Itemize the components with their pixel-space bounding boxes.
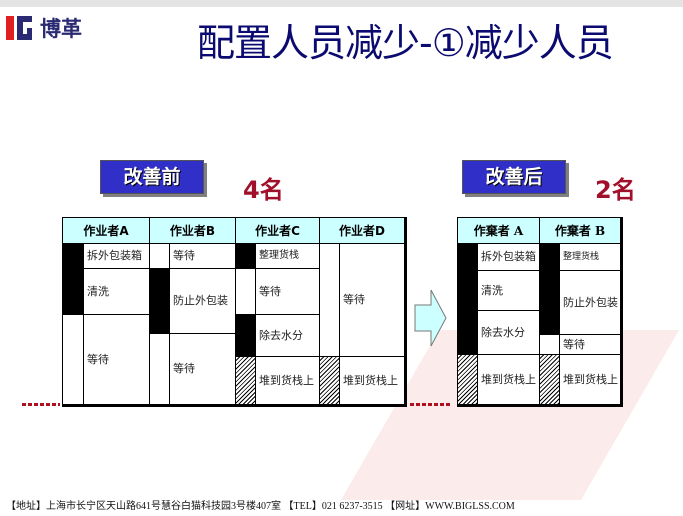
header-worker-b: 作棄者 B (540, 218, 621, 244)
header-worker-d: 作业者D (320, 218, 405, 244)
work-bar (540, 244, 560, 335)
header-worker-a: 作业者A (63, 218, 150, 244)
task-cell: 等待 (560, 335, 621, 355)
task-cell: 等待 (84, 315, 150, 405)
task-cell: 等待 (170, 244, 236, 269)
task-cell: 等待 (340, 244, 405, 357)
wait-bar (63, 315, 84, 405)
dotted-line (410, 403, 452, 406)
header-worker-c: 作业者C (236, 218, 320, 244)
after-count: 2名 (595, 176, 636, 204)
work-bar (150, 269, 170, 334)
work-bar (236, 315, 256, 357)
task-cell: 除去水分 (256, 315, 320, 357)
before-label: 改善前 (100, 160, 204, 194)
before-count: 4名 (243, 176, 284, 204)
task-cell: 等待 (256, 269, 320, 315)
work-bar (63, 244, 84, 315)
task-cell: 堆到货栈上 (560, 355, 621, 405)
header-worker-b: 作业者B (150, 218, 236, 244)
work-bar (458, 244, 478, 355)
task-cell: 堆到货栈上 (340, 357, 405, 405)
footer-contact: 【地址】上海市长宁区天山路641号慧谷白猫科技园3号楼407室 【TEL】021… (6, 501, 515, 512)
arrow-right-icon (414, 289, 447, 347)
task-cell: 整理货栈 (560, 244, 621, 271)
logo-text: 博革 (40, 17, 82, 41)
wait-bar (320, 244, 340, 357)
transport-bar (458, 355, 478, 405)
task-cell: 拆外包装箱 (478, 244, 540, 271)
task-cell: 拆外包装箱 (84, 244, 150, 269)
header-worker-a: 作棄者 A (458, 218, 540, 244)
task-cell: 除去水分 (478, 311, 540, 355)
wait-bar (236, 269, 256, 315)
wait-bar (150, 334, 170, 405)
transport-bar (236, 357, 256, 405)
logo-icon (6, 16, 32, 40)
task-cell: 堆到货栈上 (256, 357, 320, 405)
task-cell: 防止外包装 (170, 269, 236, 334)
after-table: 作棄者 A 作棄者 B 拆外包装箱 清洗 除去水分 堆到货栈上 整理货栈 防止外… (457, 217, 623, 407)
task-cell: 防止外包装 (560, 271, 621, 335)
before-table: 作业者A 作业者B 作业者C 作业者D 拆外包装箱 清洗 等待 等待 防止外包装… (62, 217, 407, 407)
task-cell: 堆到货栈上 (478, 355, 540, 405)
wait-bar (150, 244, 170, 269)
dotted-line (22, 403, 60, 406)
transport-bar (540, 355, 560, 405)
page-title: 配置人员减少-①减少人员 (197, 21, 614, 65)
top-bar (0, 0, 683, 7)
transport-bar (320, 357, 340, 405)
task-cell: 等待 (170, 334, 236, 405)
task-cell: 整理货栈 (256, 244, 320, 269)
work-bar (236, 244, 256, 269)
task-cell: 清洗 (478, 271, 540, 311)
wait-bar (540, 335, 560, 355)
after-label: 改善后 (462, 160, 566, 194)
task-cell: 清洗 (84, 269, 150, 315)
